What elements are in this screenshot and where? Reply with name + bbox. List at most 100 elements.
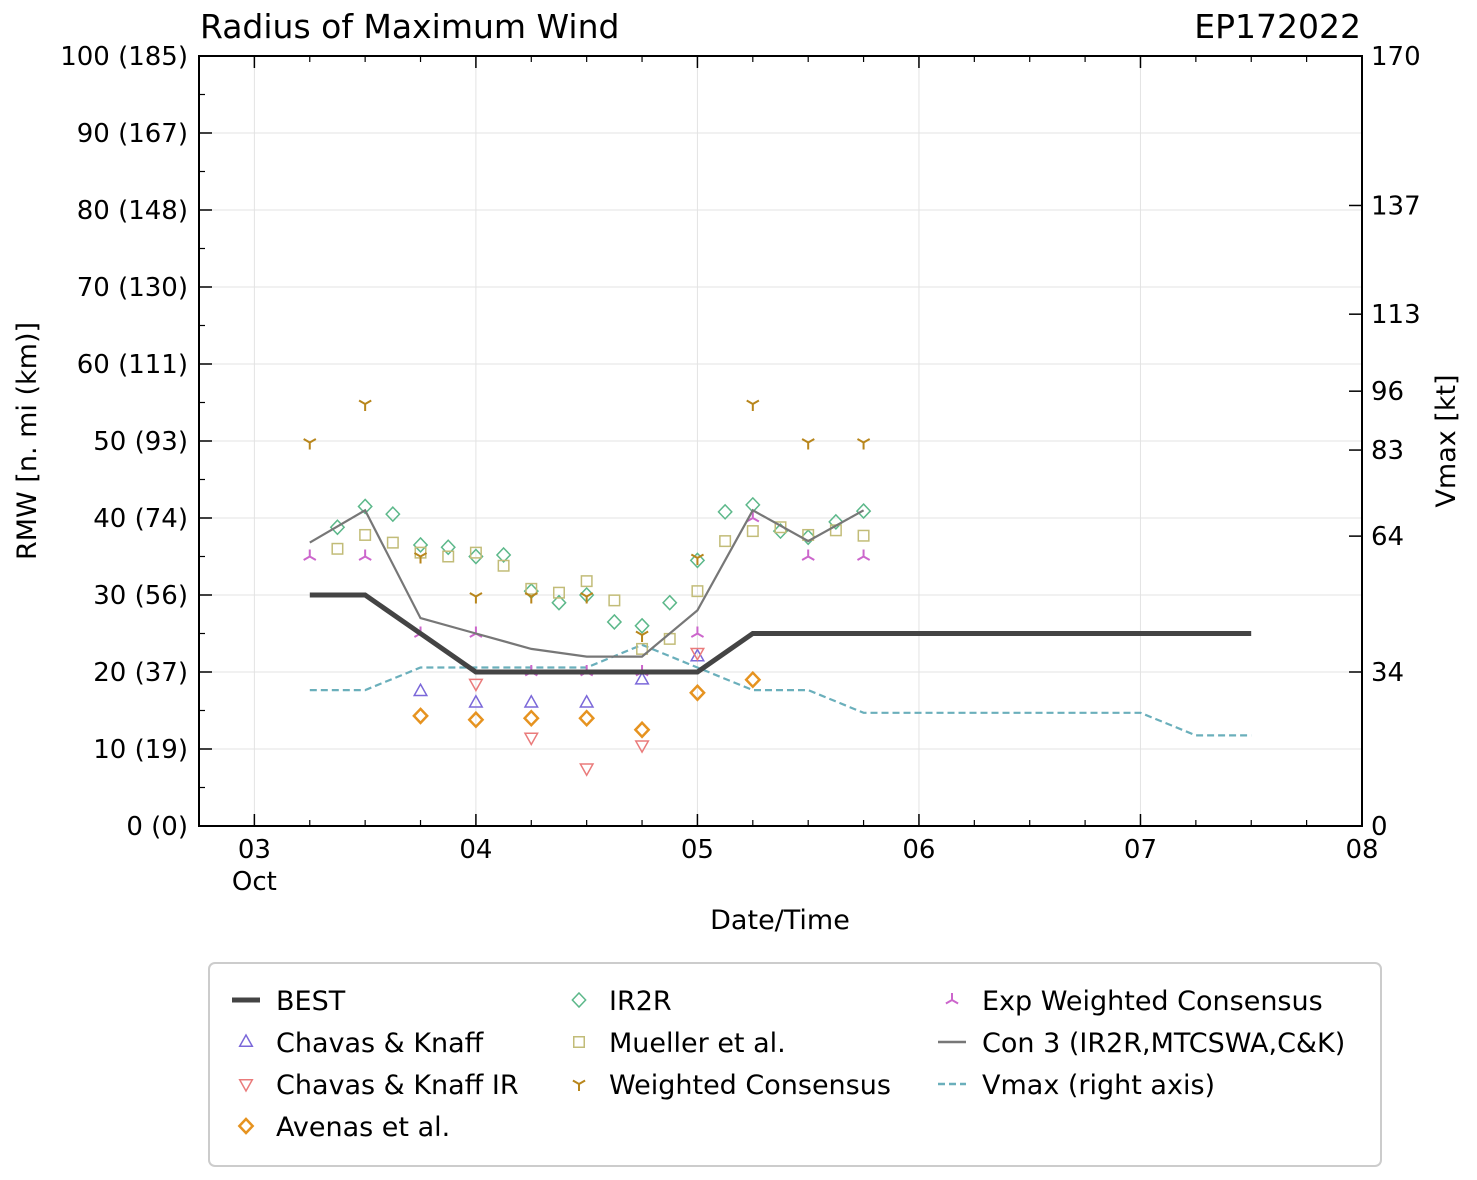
y2-tick-label: 64 bbox=[1371, 522, 1404, 552]
chavas-knaff-point bbox=[579, 694, 595, 708]
exp-weighted-consensus-point bbox=[358, 549, 372, 561]
series-vmax-right-axis bbox=[309, 643, 1252, 737]
ir2r-point bbox=[634, 617, 650, 634]
legend-item-mueller-et-al: Mueller et al. bbox=[573, 1028, 786, 1059]
y-tick-label: 0 (0) bbox=[126, 812, 188, 842]
chavas-knaff-point bbox=[634, 671, 650, 685]
con-3-ir2r-mtcswa-c-k-line bbox=[309, 508, 865, 658]
ir2r-point bbox=[385, 506, 401, 523]
ir2r-point bbox=[717, 503, 733, 520]
chavas-knaff-ir-point bbox=[689, 647, 706, 662]
y-tick-label: 60 (111) bbox=[77, 350, 188, 380]
mueller-et-al-point bbox=[386, 536, 399, 549]
weighted-consensus-point bbox=[413, 552, 428, 564]
chavas-knaff-ir-point bbox=[579, 763, 595, 777]
weighted-consensus-point bbox=[746, 399, 760, 412]
mueller-et-al-point bbox=[608, 594, 621, 607]
x-tick-label: 03 bbox=[238, 835, 271, 865]
x-tick-label: 04 bbox=[459, 835, 492, 865]
x-tick-sublabel: Oct bbox=[232, 867, 277, 897]
legend-label: BEST bbox=[276, 986, 346, 1017]
legend-label: Avenas et al. bbox=[276, 1112, 450, 1143]
ir2r-point bbox=[412, 536, 429, 554]
series-weighted-consensus bbox=[303, 399, 871, 643]
y-tick-label: 40 (74) bbox=[93, 504, 188, 534]
y-tick-label: 30 (56) bbox=[93, 581, 188, 611]
series-best bbox=[309, 592, 1252, 675]
mueller-et-al-point bbox=[746, 525, 759, 538]
best-line bbox=[309, 592, 1252, 675]
ir2r-point bbox=[689, 552, 706, 569]
legend-item-best: BEST bbox=[232, 986, 346, 1017]
mueller-et-al-point bbox=[442, 550, 455, 563]
mueller-et-al-point bbox=[691, 585, 704, 598]
y-axis-label: RMW [n. mi (km)] bbox=[12, 322, 43, 560]
avenas-et-al-point bbox=[633, 720, 651, 739]
y2-tick-label: 83 bbox=[1371, 436, 1404, 466]
x-tick-label: 06 bbox=[902, 835, 935, 865]
ir2r-point bbox=[800, 529, 816, 546]
legend-label: Con 3 (IR2R,MTCSWA,C&K) bbox=[982, 1028, 1345, 1059]
avenas-et-al-point bbox=[522, 709, 540, 728]
legend-item-ir2r: IR2R bbox=[571, 986, 672, 1017]
chavas-knaff-point bbox=[412, 682, 429, 697]
x-tick-label: 07 bbox=[1124, 835, 1157, 865]
ir2r-point bbox=[357, 498, 373, 515]
y-tick-label: 50 (93) bbox=[93, 427, 188, 457]
weighted-consensus-point bbox=[580, 592, 594, 604]
series-con-3-ir2r-mtcswa-c-k bbox=[309, 508, 865, 658]
legend-item-con-3-ir2r-mtcswa-c-k: Con 3 (IR2R,MTCSWA,C&K) bbox=[938, 1028, 1345, 1059]
y-tick-label: 90 (167) bbox=[77, 119, 188, 149]
series-chavas-knaff-ir bbox=[468, 647, 706, 777]
y-tick-label: 100 (185) bbox=[60, 42, 188, 72]
ir2r-point bbox=[495, 546, 512, 564]
y2-axis-label: Vmax [kt] bbox=[1431, 374, 1462, 507]
avenas-et-al-point bbox=[467, 710, 485, 729]
ir2r-point bbox=[551, 594, 567, 611]
legend-item-exp-weighted-consensus: Exp Weighted Consensus bbox=[945, 986, 1323, 1017]
chavas-knaff-ir-point bbox=[634, 740, 650, 754]
weighted-consensus-point bbox=[635, 630, 649, 643]
avenas-et-al-point bbox=[689, 683, 706, 702]
legend-swatch bbox=[238, 1079, 254, 1093]
chavas-knaff-point bbox=[523, 694, 539, 708]
y2-tick-label: 96 bbox=[1371, 377, 1404, 407]
chavas-knaff-ir-point bbox=[523, 732, 539, 746]
legend-label: Mueller et al. bbox=[609, 1028, 786, 1059]
chavas-knaff-ir-point bbox=[468, 678, 484, 693]
mueller-et-al-point bbox=[552, 586, 565, 599]
vmax-right-axis-line bbox=[309, 643, 1252, 737]
y2-tick-label: 170 bbox=[1371, 42, 1421, 72]
ir2r-point bbox=[855, 502, 872, 520]
series-avenas-et-al bbox=[412, 670, 762, 739]
mueller-et-al-point bbox=[719, 535, 732, 548]
avenas-et-al-point bbox=[578, 709, 596, 728]
y2-tick-label: 0 bbox=[1371, 812, 1388, 842]
weighted-consensus-point bbox=[856, 438, 871, 450]
weighted-consensus-point bbox=[690, 553, 705, 566]
grid bbox=[199, 55, 1363, 827]
exp-weighted-consensus-point bbox=[856, 549, 871, 561]
mueller-et-al-point bbox=[359, 528, 372, 541]
legend-item-vmax-right-axis: Vmax (right axis) bbox=[938, 1070, 1215, 1101]
legend-label: Weighted Consensus bbox=[609, 1070, 891, 1101]
mueller-et-al-point bbox=[469, 546, 482, 559]
weighted-consensus-point bbox=[469, 592, 483, 604]
weighted-consensus-point bbox=[524, 592, 538, 604]
legend-item-weighted-consensus: Weighted Consensus bbox=[572, 1070, 891, 1101]
series-layer bbox=[303, 399, 1252, 777]
weighted-consensus-point bbox=[358, 399, 372, 412]
chart-title: Radius of Maximum Wind bbox=[200, 7, 619, 46]
ir2r-point bbox=[468, 548, 484, 565]
y-tick-label: 20 (37) bbox=[93, 658, 188, 688]
legend-item-chavas-knaff-ir: Chavas & Knaff IR bbox=[238, 1070, 519, 1101]
legend-label: IR2R bbox=[609, 986, 672, 1017]
legend-item-avenas-et-al: Avenas et al. bbox=[237, 1112, 450, 1143]
exp-weighted-consensus-point bbox=[801, 549, 815, 561]
legend: BEST Chavas & Knaff Chavas & Knaff IR Avena… bbox=[232, 986, 1345, 1143]
exp-weighted-consensus-point bbox=[303, 549, 317, 561]
mueller-et-al-point bbox=[636, 642, 649, 655]
y-tick-label: 70 (130) bbox=[77, 273, 188, 303]
exp-weighted-consensus-point bbox=[690, 626, 705, 638]
